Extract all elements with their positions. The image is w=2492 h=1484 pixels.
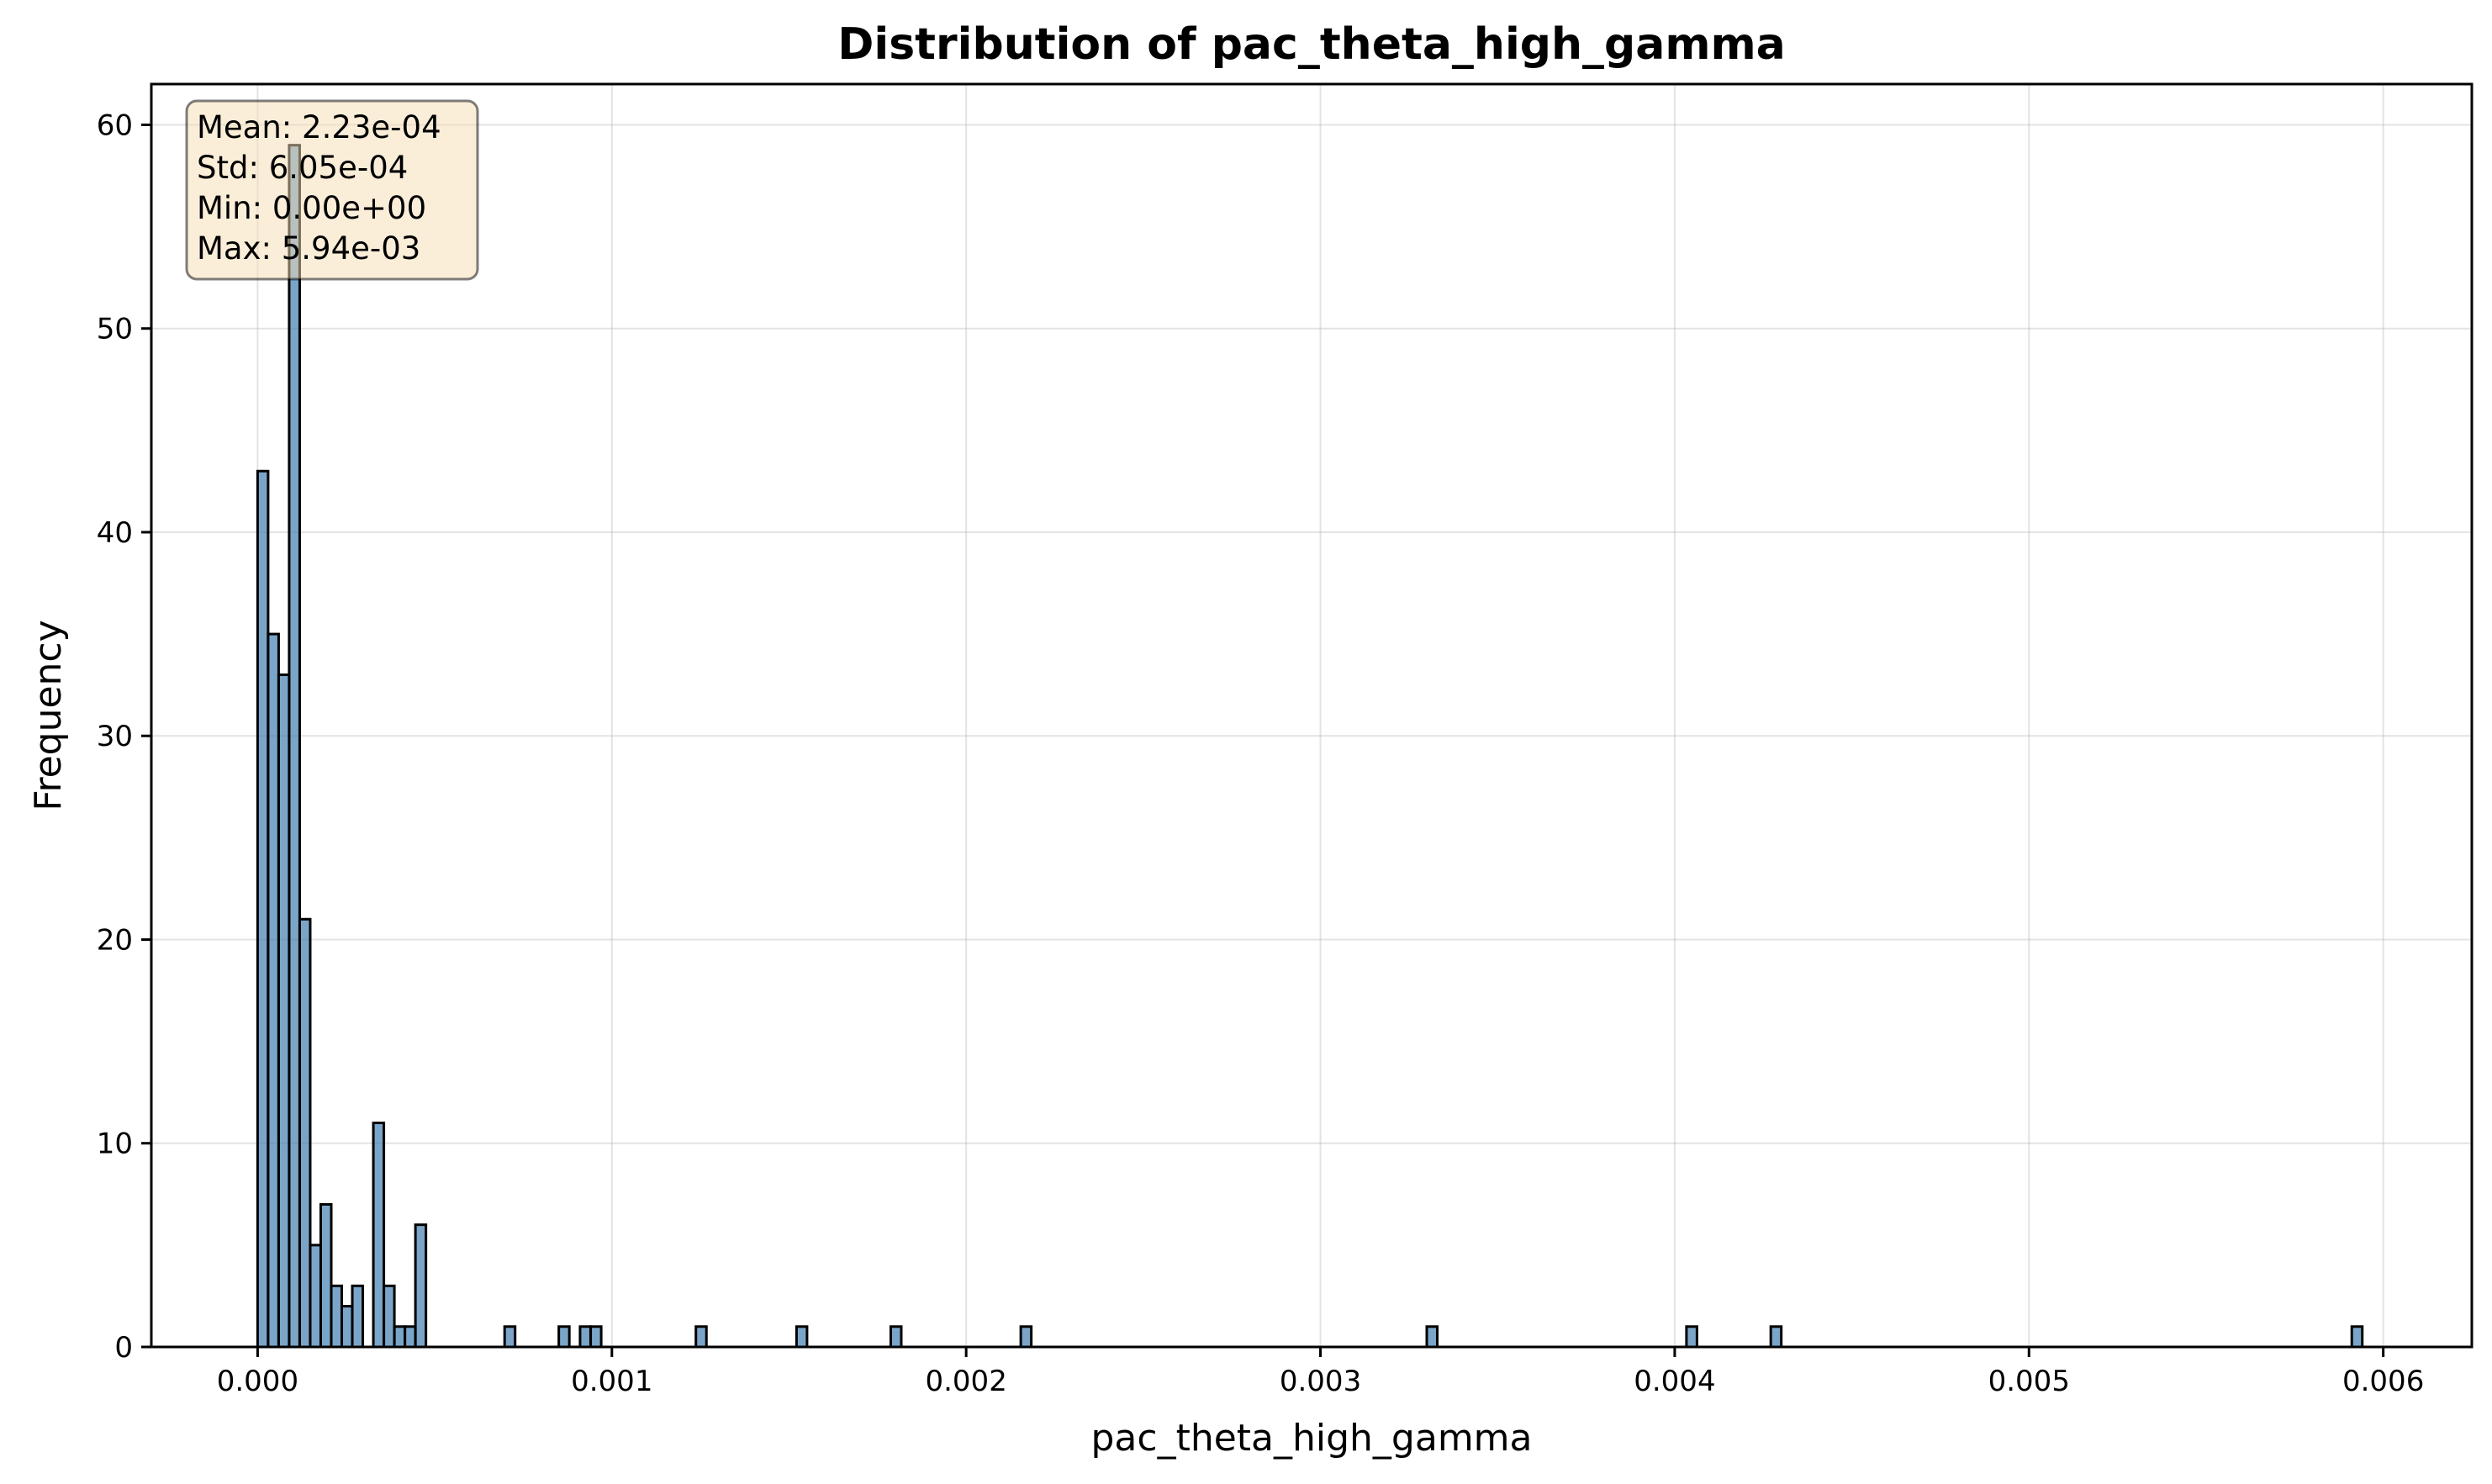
histogram-bar: [795, 1325, 809, 1349]
histogram-bar: [330, 1284, 344, 1349]
histogram-bar: [383, 1284, 396, 1349]
histogram-bar: [1425, 1325, 1439, 1349]
histogram-bar: [256, 469, 270, 1349]
stats-mean: Mean: 2.23e-04: [197, 109, 441, 145]
stats-max: Max: 5.94e-03: [197, 230, 420, 267]
histogram-bar: [288, 144, 301, 1349]
y-tick-label: 60: [97, 108, 133, 142]
y-axis-label: Frequency: [27, 620, 70, 811]
histogram-bar: [557, 1325, 571, 1349]
histogram-bar: [341, 1305, 354, 1349]
histogram-bar: [414, 1223, 428, 1349]
histogram-bar: [1685, 1325, 1698, 1349]
y-tick-label: 50: [97, 313, 133, 346]
y-tick-label: 20: [97, 923, 133, 957]
x-axis-label: pac_theta_high_gamma: [1090, 1417, 1532, 1460]
y-tick-label: 0: [114, 1331, 133, 1365]
x-tick-label: 0.002: [925, 1365, 1006, 1398]
histogram-bar: [351, 1284, 365, 1349]
chart-title: Distribution of pac_theta_high_gamma: [837, 19, 1786, 70]
y-tick-label: 40: [97, 516, 133, 550]
histogram-bar: [404, 1325, 417, 1349]
histogram-bar: [578, 1325, 592, 1349]
x-tick-label: 0.004: [1634, 1365, 1715, 1398]
histogram-bar: [889, 1325, 903, 1349]
stats-min: Min: 0.00e+00: [197, 190, 426, 226]
histogram-bar: [503, 1325, 517, 1349]
plot-frame: [150, 82, 2474, 1349]
stats-annotation-box: Mean: 2.23e-04 Std: 6.05e-04 Min: 0.00e+…: [185, 99, 479, 281]
x-tick-label: 0.000: [217, 1365, 298, 1398]
y-axis-ticks: 0 10 20 30 40 50 60: [97, 108, 151, 1365]
y-tick-label: 30: [97, 720, 133, 753]
x-tick-label: 0.003: [1280, 1365, 1361, 1398]
histogram-bar: [277, 673, 291, 1349]
histogram-bar: [1769, 1325, 1783, 1349]
histogram-bar: [589, 1325, 603, 1349]
x-tick-label: 0.006: [2342, 1365, 2424, 1398]
x-axis-ticks: 0.000 0.001 0.002 0.003 0.004 0.005 0.006: [217, 1347, 2424, 1398]
histogram-bar: [694, 1325, 708, 1349]
x-tick-label: 0.005: [1988, 1365, 2070, 1398]
histogram-bar: [2350, 1325, 2364, 1349]
histogram-bar: [319, 1202, 333, 1349]
histogram-bar: [1019, 1325, 1033, 1349]
histogram-bar: [267, 632, 280, 1349]
histogram-bar: [309, 1244, 322, 1349]
stats-box-background: [185, 99, 479, 281]
y-tick-label: 10: [97, 1128, 133, 1161]
histogram-bar: [372, 1122, 386, 1349]
x-tick-label: 0.001: [571, 1365, 652, 1398]
stats-std: Std: 6.05e-04: [197, 150, 408, 186]
histogram-bar: [393, 1325, 407, 1349]
histogram-bar: [298, 917, 312, 1349]
